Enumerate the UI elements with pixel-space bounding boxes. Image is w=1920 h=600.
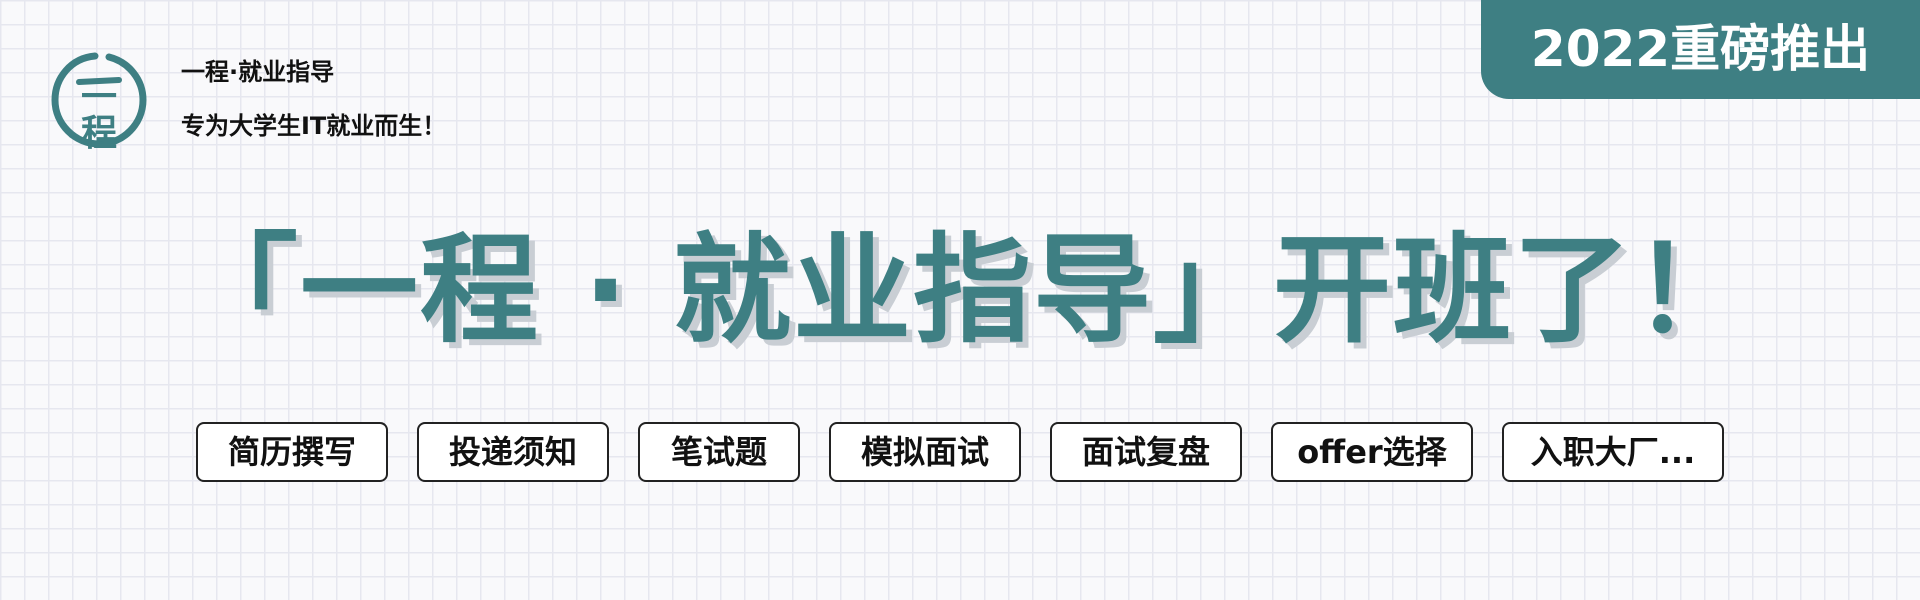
tag-application-notes[interactable]: 投递须知: [417, 422, 609, 482]
logo-character: 一 程: [80, 77, 117, 154]
brand-tagline: 专为大学生IT就业而生！: [181, 112, 447, 140]
brush-circle-logo-icon: [51, 52, 147, 148]
tag-join-big-company[interactable]: 入职大厂...: [1502, 422, 1724, 482]
brand-name: 一程·就业指导: [181, 58, 335, 86]
tag-resume-writing[interactable]: 简历撰写: [196, 422, 388, 482]
tag-offer-choice[interactable]: offer选择: [1271, 422, 1473, 482]
tag-interview-review[interactable]: 面试复盘: [1050, 422, 1242, 482]
tag-mock-interview[interactable]: 模拟面试: [829, 422, 1021, 482]
launch-badge: 2022重磅推出: [1481, 0, 1920, 99]
logo: 一 程: [49, 50, 149, 154]
headline: 「一程 · 就业指导」开班了！: [180, 221, 1753, 359]
tag-written-test[interactable]: 笔试题: [638, 422, 800, 482]
